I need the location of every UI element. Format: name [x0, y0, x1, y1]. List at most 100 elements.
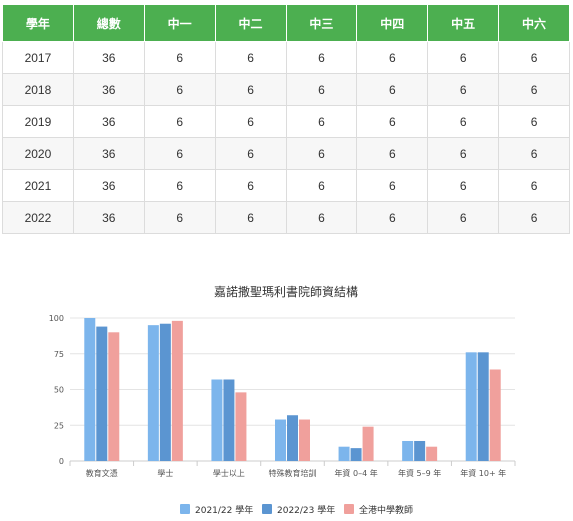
x-tick-label: 年資 10+ 年	[460, 468, 506, 478]
table-cell: 6	[427, 169, 500, 202]
table-cell: 2019	[2, 105, 74, 138]
bar	[299, 419, 310, 461]
table-cell: 6	[427, 137, 500, 170]
table-row: 2017 36 6 6 6 6 6 6	[2, 41, 570, 74]
table-cell: 6	[285, 105, 358, 138]
table-cell: 6	[143, 137, 216, 170]
bar	[275, 419, 286, 461]
table-cell: 6	[356, 201, 429, 234]
header-total: 總數	[72, 4, 145, 42]
table-row: 2021 36 6 6 6 6 6 6	[2, 169, 570, 202]
chart-title: 嘉諾撒聖瑪利書院師資結構	[214, 284, 358, 299]
table-cell: 6	[285, 201, 358, 234]
header-s3: 中三	[285, 4, 358, 42]
table-cell: 6	[214, 73, 287, 106]
table-cell: 6	[356, 41, 429, 74]
table-cell: 6	[285, 73, 358, 106]
table-body: 2017 36 6 6 6 6 6 6 2018 36 6 6 6 6 6 6 2019 36 6 6 6 6 6 6 2020…	[2, 41, 570, 234]
legend-item[interactable]: 全港中學教師	[344, 504, 413, 516]
header-s2: 中二	[214, 4, 287, 42]
table-cell: 2021	[2, 169, 74, 202]
legend-item[interactable]: 2021/22 學年	[180, 504, 253, 516]
table-cell: 6	[285, 169, 358, 202]
x-tick-label: 年資 5–9 年	[398, 468, 441, 478]
table-cell: 6	[498, 137, 570, 170]
table-cell: 6	[143, 201, 216, 234]
table-row: 2020 36 6 6 6 6 6 6	[2, 137, 570, 170]
table-cell: 6	[498, 73, 570, 106]
header-year: 學年	[2, 4, 74, 42]
bar	[362, 426, 374, 461]
table-cell: 6	[285, 137, 358, 170]
table-cell: 6	[356, 105, 429, 138]
legend-swatch	[180, 504, 190, 514]
header-s4: 中四	[356, 4, 429, 42]
x-tick-label: 學士以上	[213, 468, 245, 478]
bar	[426, 446, 438, 461]
bar	[287, 415, 298, 461]
table-cell: 36	[72, 73, 145, 106]
bar	[84, 318, 96, 461]
table-cell: 6	[427, 41, 500, 74]
table-cell: 36	[72, 137, 145, 170]
bar	[402, 440, 414, 461]
bar	[211, 379, 223, 461]
table-cell: 6	[285, 41, 358, 74]
table-cell: 6	[356, 137, 429, 170]
y-tick-label: 75	[54, 350, 64, 359]
table-cell: 6	[356, 73, 429, 106]
bar	[235, 392, 247, 461]
y-tick-label: 100	[49, 314, 64, 323]
legend-label: 2022/23 學年	[277, 504, 335, 516]
table-cell: 6	[427, 73, 500, 106]
table-cell: 6	[143, 169, 216, 202]
bar	[171, 320, 183, 461]
bar	[338, 446, 350, 461]
table-cell: 6	[427, 105, 500, 138]
table-cell: 6	[498, 169, 570, 202]
bar	[465, 352, 477, 461]
table-cell: 2017	[2, 41, 74, 74]
legend-swatch	[262, 504, 272, 514]
y-tick-label: 25	[54, 421, 64, 430]
legend-swatch	[344, 504, 354, 514]
table-cell: 6	[214, 41, 287, 74]
y-tick-label: 0	[59, 457, 64, 466]
bar	[96, 326, 108, 461]
x-tick-label: 教育文憑	[86, 468, 118, 478]
table-cell: 6	[498, 41, 570, 74]
bar	[414, 440, 426, 461]
bars	[84, 318, 501, 461]
legend-item[interactable]: 2022/23 學年	[262, 504, 335, 516]
x-tick-label: 學士	[157, 468, 173, 478]
table-cell: 6	[214, 169, 287, 202]
header-s1: 中一	[143, 4, 216, 42]
table-cell: 6	[427, 201, 500, 234]
table-cell: 36	[72, 169, 145, 202]
x-tick-label: 特殊教育培訓	[269, 468, 317, 478]
table-cell: 6	[143, 105, 216, 138]
table-cell: 6	[214, 201, 287, 234]
table-cell: 36	[72, 41, 145, 74]
legend: 2021/22 學年 2022/23 學年 全港中學教師	[180, 504, 413, 516]
table-row: 2019 36 6 6 6 6 6 6	[2, 105, 570, 138]
staff-count-table: 學年 總數 中一 中二 中三 中四 中五 中六 2017 36 6 6 6 6 6 6 2018…	[2, 4, 570, 234]
table-cell: 6	[143, 41, 216, 74]
header-s6: 中六	[498, 4, 570, 42]
table-cell: 6	[498, 105, 570, 138]
bar	[147, 325, 159, 461]
table-cell: 6	[356, 169, 429, 202]
bar	[350, 448, 362, 461]
table-row: 2022 36 6 6 6 6 6 6	[2, 201, 570, 234]
table-cell: 2018	[2, 73, 74, 106]
bar	[489, 369, 501, 461]
legend-label: 全港中學教師	[359, 504, 413, 516]
table-cell: 2022	[2, 201, 74, 234]
table-cell: 6	[214, 137, 287, 170]
bar	[223, 379, 235, 461]
table-cell: 36	[72, 201, 145, 234]
bar	[477, 352, 489, 461]
table-header-row: 學年 總數 中一 中二 中三 中四 中五 中六	[2, 4, 570, 42]
header-s5: 中五	[427, 4, 500, 42]
y-tick-label: 50	[54, 386, 64, 395]
